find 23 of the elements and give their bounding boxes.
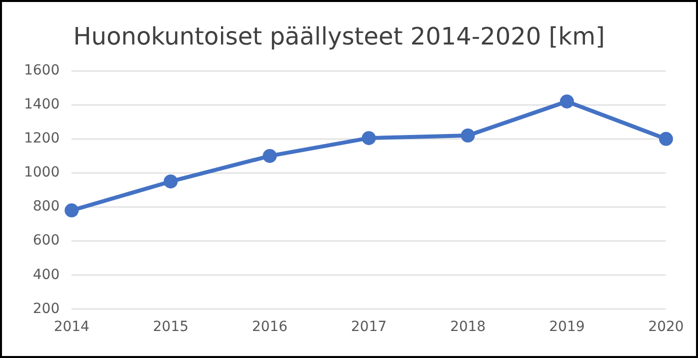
x-tick-label: 2014 — [54, 319, 90, 336]
x-tick-label: 2020 — [648, 319, 684, 336]
point — [362, 131, 376, 146]
point — [262, 148, 277, 163]
y-tick-label: 1000 — [24, 164, 60, 181]
point — [560, 94, 574, 108]
point — [659, 132, 673, 146]
y-tick-label: 800 — [32, 198, 60, 215]
chart-title: Huonokuntoiset päällysteet 2014-2020 [km] — [73, 22, 605, 51]
y-tick-label: 1200 — [24, 130, 60, 147]
x-tick-label: 2018 — [450, 319, 486, 336]
x-tick-label: 2017 — [350, 319, 387, 336]
point — [460, 128, 475, 143]
x-tick-label: 2016 — [252, 319, 288, 336]
y-tick-label: 400 — [32, 266, 60, 283]
point — [164, 174, 178, 188]
x-tick-label: 2015 — [152, 319, 189, 336]
y-tick-label: 1400 — [24, 96, 60, 112]
y-tick-label: 600 — [32, 232, 60, 249]
x-tick-label: 2019 — [549, 319, 585, 336]
y-tick-label: 200 — [32, 300, 60, 317]
point — [64, 203, 79, 218]
y-tick-label: 1600 — [24, 62, 60, 78]
